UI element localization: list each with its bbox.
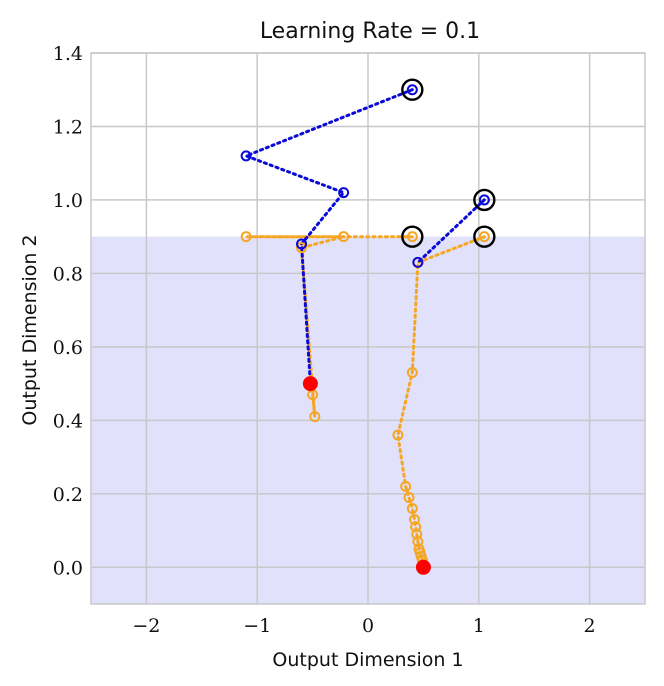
chart-title: Learning Rate = 0.1 — [260, 19, 480, 44]
point-orange — [406, 367, 418, 379]
y-tick-label: 1.0 — [53, 190, 83, 212]
point-orange — [412, 536, 424, 548]
x-tick-label: 2 — [584, 615, 596, 637]
start-marker — [401, 78, 424, 101]
point-blue — [406, 84, 418, 96]
point-orange — [409, 514, 421, 526]
y-tick-label: 0.4 — [53, 410, 83, 432]
y-tick-label: 0.6 — [53, 337, 83, 359]
series-line-blue — [241, 88, 414, 386]
start-marker — [401, 225, 424, 248]
target-point — [302, 376, 318, 392]
y-tick-label: 0.0 — [53, 557, 83, 579]
point-orange — [400, 480, 412, 492]
data-points — [240, 78, 496, 575]
point-orange — [478, 231, 490, 243]
x-axis-title: Output Dimension 1 — [272, 649, 463, 671]
point-orange — [411, 528, 423, 540]
plot-border — [90, 52, 646, 605]
point-orange — [240, 231, 252, 243]
x-tick-label: −2 — [132, 615, 160, 637]
point-orange — [296, 242, 308, 254]
plot-frame — [90, 52, 646, 605]
point-blue — [338, 187, 350, 199]
y-tick-label: 0.2 — [53, 484, 83, 506]
y-tick-label: 0.8 — [53, 263, 83, 285]
x-tick-labels: −2 −1 0 1 2 — [132, 615, 595, 637]
target-point — [415, 559, 431, 575]
y-tick-label: 1.2 — [53, 116, 83, 138]
point-blue — [412, 256, 424, 268]
point-blue — [240, 150, 252, 162]
y-tick-labels: 0.0 0.2 0.4 0.6 0.8 1.0 1.2 1.4 — [53, 43, 83, 579]
series-line-blue — [416, 198, 486, 264]
point-orange — [392, 429, 404, 441]
start-marker — [473, 188, 496, 212]
y-axis-title: Output Dimension 2 — [19, 234, 41, 425]
start-marker — [473, 225, 496, 248]
point-orange — [406, 502, 418, 514]
x-tick-label: 1 — [473, 615, 485, 637]
point-orange — [410, 521, 422, 533]
point-orange — [403, 491, 415, 503]
x-tick-label: 0 — [362, 615, 374, 637]
point-orange — [309, 411, 321, 423]
point-orange — [406, 231, 418, 243]
y-tick-label: 1.4 — [53, 43, 83, 65]
x-tick-label: −1 — [243, 615, 271, 637]
point-blue — [296, 238, 308, 250]
point-orange — [338, 231, 350, 243]
point-blue — [478, 194, 490, 206]
